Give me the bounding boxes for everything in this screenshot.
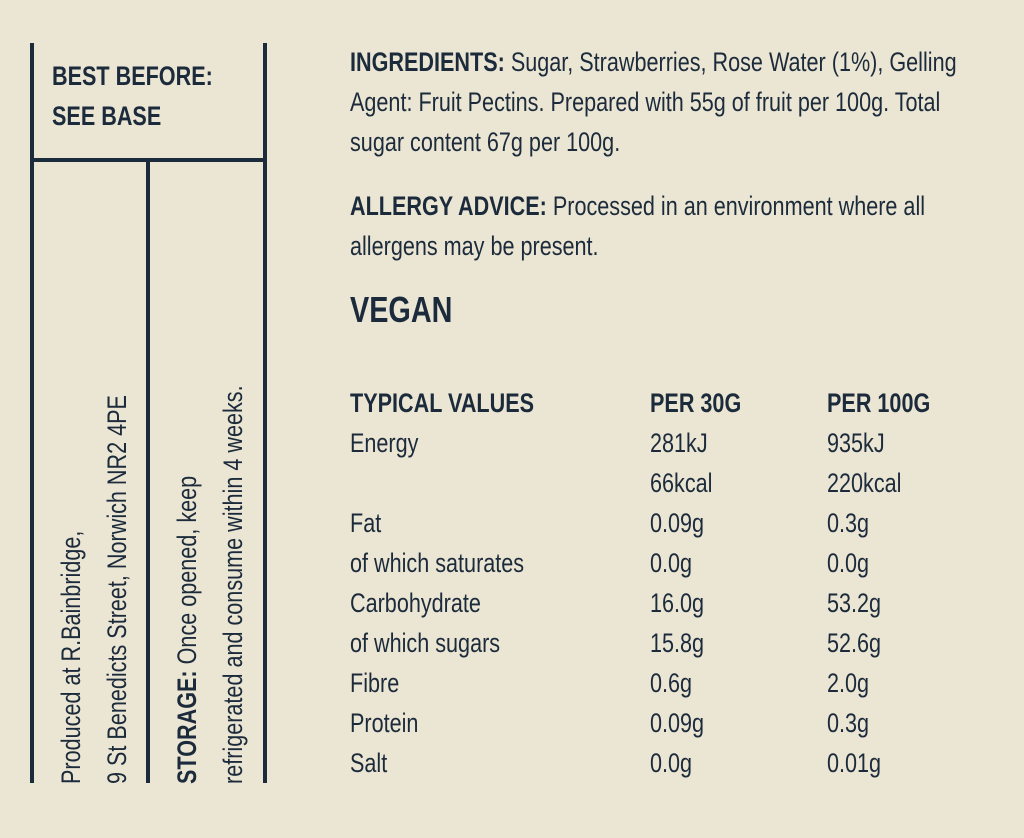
allergy-label: ALLERGY ADVICE: xyxy=(350,191,547,221)
nutrient-value: 52.6g xyxy=(827,628,882,658)
nutrient-name: Salt xyxy=(350,748,388,778)
nutrient-value: 0.01g xyxy=(827,748,882,778)
nutrient-name: Fat xyxy=(350,508,382,538)
ingredients: INGREDIENTS: Sugar, Strawberries, Rose W… xyxy=(350,42,974,162)
producer-line: 9 St Benedicts Street, Norwich NR2 4PE xyxy=(102,395,132,784)
nutrient-name: Protein xyxy=(350,708,419,738)
nutrient-value: 220kcal xyxy=(827,468,902,498)
storage-line: refrigerated and consume within 4 weeks. xyxy=(218,385,248,784)
ingredients-label: INGREDIENTS: xyxy=(350,47,505,77)
best-before-title: BEST BEFORE: xyxy=(52,61,213,91)
storage-line: STORAGE: Once opened, keep xyxy=(164,385,210,784)
allergy-text: Processed in an environment where all al… xyxy=(350,191,926,261)
nutrient-name: of which sugars xyxy=(350,628,501,658)
producer-line: Produced at R.Bainbridge, xyxy=(56,530,86,784)
nutrient-value: 2.0g xyxy=(827,668,870,698)
border xyxy=(146,158,150,783)
nutrient-value: 0.3g xyxy=(827,508,870,538)
nutrient-value: 0.6g xyxy=(650,668,693,698)
ingredients-text: Sugar, Strawberries, Rose Water (1%), Ge… xyxy=(350,47,957,157)
best-before-value: SEE BASE xyxy=(52,101,162,131)
nutrient-value: 0.09g xyxy=(650,708,705,738)
nutrient-value: 281kJ xyxy=(650,428,708,458)
nutrient-value: 0.3g xyxy=(827,708,870,738)
producer: Produced at R.Bainbridge, 9 St Benedicts… xyxy=(48,395,140,784)
nutrient-value: 0.0g xyxy=(650,548,693,578)
storage: STORAGE: Once opened, keep refrigerated … xyxy=(164,385,256,784)
storage-text: Once opened, keep xyxy=(172,475,202,665)
best-before: BEST BEFORE: SEE BASE xyxy=(52,56,213,136)
nutrient-value: 66kcal xyxy=(650,468,713,498)
diet: VEGAN xyxy=(350,289,453,330)
nutrient-name: of which saturates xyxy=(350,548,525,578)
nutrient-value: 15.8g xyxy=(650,628,705,658)
nutrient-name: Fibre xyxy=(350,668,400,698)
nutrient-name: Carbohydrate xyxy=(350,588,481,618)
table-header: PER 100G xyxy=(827,388,931,418)
storage-label: STORAGE: xyxy=(172,670,202,784)
nutrient-name: Energy xyxy=(350,428,419,458)
border xyxy=(30,43,34,783)
nutrient-value: 53.2g xyxy=(827,588,882,618)
nutrient-value: 0.0g xyxy=(827,548,870,578)
allergy: ALLERGY ADVICE: Processed in an environm… xyxy=(350,186,974,266)
nutrient-value: 935kJ xyxy=(827,428,885,458)
border xyxy=(263,43,267,783)
table-header: TYPICAL VALUES xyxy=(350,388,535,418)
nutrient-value: 0.09g xyxy=(650,508,705,538)
nutrient-value: 0.0g xyxy=(650,748,693,778)
nutrient-value: 16.0g xyxy=(650,588,705,618)
table-header: PER 30G xyxy=(650,388,742,418)
